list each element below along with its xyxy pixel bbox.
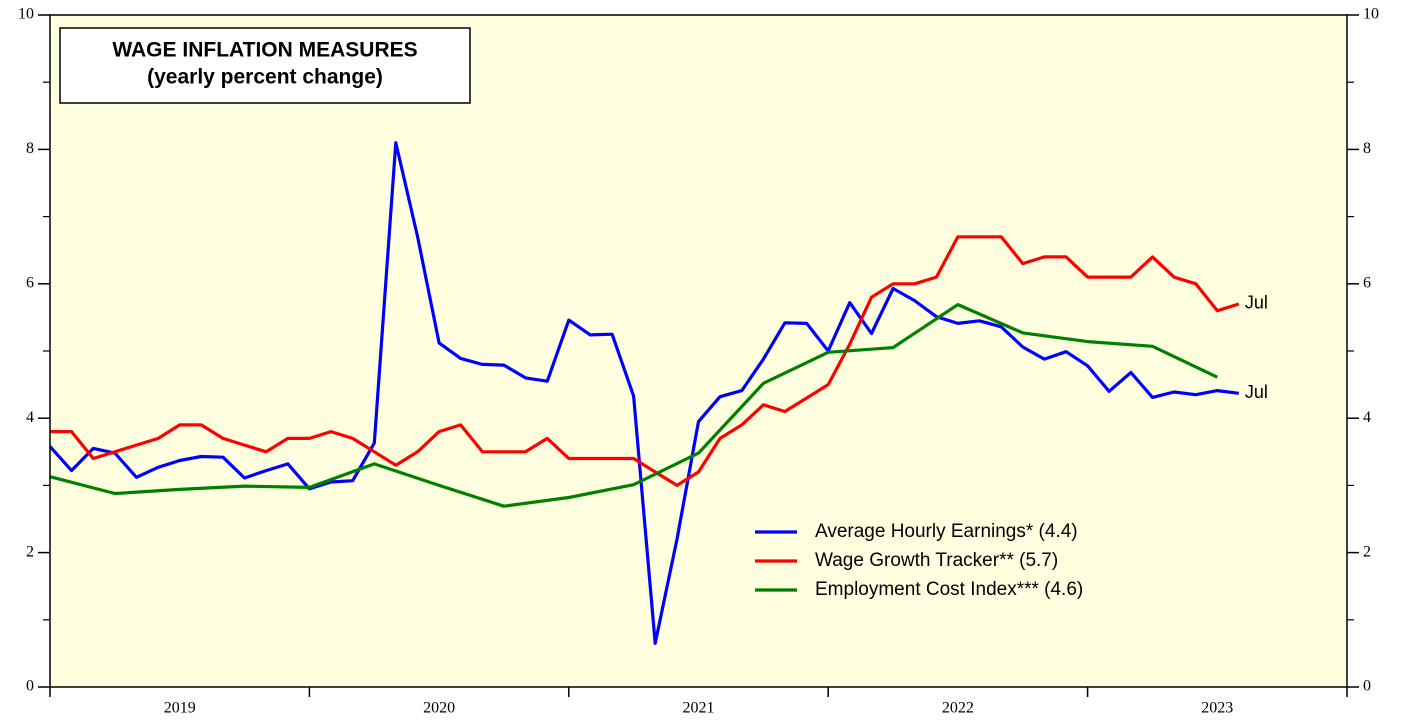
y2-tick-label: 2 — [1363, 543, 1371, 560]
y-tick-label: 6 — [26, 274, 34, 291]
y2-tick-label: 6 — [1363, 274, 1371, 291]
x-tick-label: 2020 — [423, 700, 455, 717]
y2-tick-label: 4 — [1363, 409, 1371, 426]
y-tick-label: 10 — [18, 6, 34, 23]
chart-subtitle: (yearly percent change) — [147, 66, 383, 89]
title-box — [59, 27, 471, 104]
y-tick-label: 8 — [26, 140, 34, 157]
y-tick-label: 4 — [26, 409, 34, 426]
x-tick-label: 2019 — [164, 700, 196, 717]
annotation: Jul — [1245, 382, 1268, 402]
x-tick-label: 2021 — [683, 700, 715, 717]
x-tick-label: 2022 — [942, 700, 974, 717]
y2-tick-label: 0 — [1363, 678, 1371, 695]
legend-label: Wage Growth Tracker** (5.7) — [815, 550, 1058, 571]
plot-area — [50, 15, 1347, 687]
legend-label: Average Hourly Earnings* (4.4) — [815, 521, 1078, 542]
chart-title: WAGE INFLATION MEASURES — [112, 39, 417, 62]
annotation: Jul — [1245, 293, 1268, 313]
y2-tick-label: 8 — [1363, 140, 1371, 157]
y-tick-label: 0 — [26, 678, 34, 695]
series-line — [48, 141, 1239, 645]
x-tick-label: 2023 — [1201, 700, 1233, 717]
legend-label: Employment Cost Index*** (4.6) — [815, 579, 1083, 600]
y-tick-label: 2 — [26, 543, 34, 560]
series-line — [50, 235, 1240, 487]
y2-tick-label: 10 — [1363, 6, 1379, 23]
series-line — [49, 303, 1218, 508]
